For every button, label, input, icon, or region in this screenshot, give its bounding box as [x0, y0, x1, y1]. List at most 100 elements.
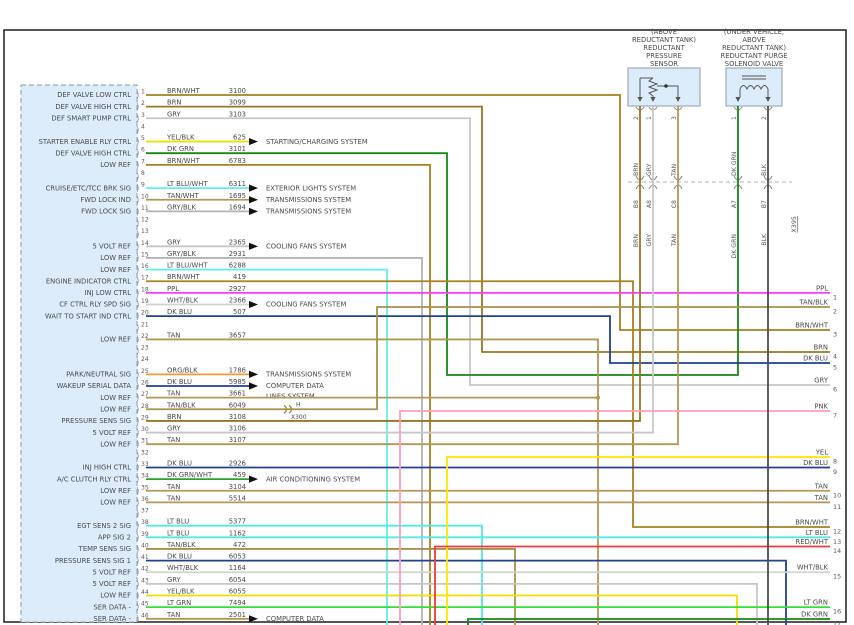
pin-number: 38 [141, 519, 149, 526]
reductant-purge-solenoid-valve-terminal-number: 2 [761, 116, 768, 120]
wire-color-label: PPL [167, 285, 179, 293]
edge-wire-color-label: GRY [814, 377, 829, 385]
circuit-number: 6053 [229, 553, 246, 561]
edge-exit-number: 3 [833, 331, 837, 339]
flow-arrow-icon [249, 382, 258, 390]
edge-wire-color-label: TAN [814, 482, 828, 490]
pin-number: 46 [141, 612, 149, 619]
circuit-number: 6049 [229, 401, 246, 409]
pin-terminal-bracket-icon: ) [136, 254, 139, 264]
pin-function-label: LOW REF [100, 336, 131, 344]
pin-terminal-bracket-icon: ) [136, 370, 139, 380]
pin-function-label: LOW REF [100, 592, 131, 600]
x395-cavity-label: B8 [633, 200, 640, 208]
pin-function-label: LOW REF [100, 487, 131, 495]
wire [146, 338, 599, 625]
system-destination-label: COMPUTER DATA [266, 382, 324, 390]
pin-terminal-bracket-icon: ) [136, 114, 139, 124]
reductant-pressure-sensor-title: PRESSURE [646, 52, 682, 60]
circuit-number: 1694 [229, 203, 246, 211]
pin-function-label: INJ LOW CTRL [85, 289, 132, 297]
pin-terminal-bracket-icon: ) [136, 289, 139, 299]
system-destination-label: COMPUTER DATA [266, 615, 324, 623]
pin-terminal-bracket-icon: ) [136, 184, 139, 194]
circuit-number: 5985 [229, 378, 246, 386]
pin-number: 2 [141, 100, 145, 107]
edge-wire-color-label: LT GRN [804, 599, 828, 607]
wire-color-label: BRN/WHT [167, 87, 201, 95]
down-arrow-icon [675, 97, 681, 102]
pin-function-label: 5 VOLT REF [93, 568, 132, 576]
wire-color-label: GRY/BLK [167, 250, 196, 258]
pin-number: 12 [141, 217, 149, 224]
pin-number: 13 [141, 228, 149, 235]
pin-function-label: WAIT TO START IND CTRL [45, 312, 131, 320]
pin-number: 20 [141, 310, 149, 317]
splice-cavity-label: H [296, 401, 301, 408]
red-wht-feeder [434, 545, 830, 625]
pin-number: 43 [141, 577, 149, 584]
edge-exit-number: 2 [833, 308, 837, 316]
wire [146, 163, 431, 625]
system-destination-label: TRANSMISSIONS SYSTEM [265, 196, 351, 204]
pin-terminal-bracket-icon: ) [136, 301, 139, 311]
pin-function-label: TEMP SENS SIG [78, 545, 131, 553]
pin-terminal-bracket-icon: ) [136, 207, 139, 217]
down-arrow-icon [735, 97, 741, 102]
edge-wire-color-label: RED/WHT [795, 538, 828, 546]
pin-number: 35 [141, 484, 149, 491]
wire [146, 315, 830, 364]
wire-color-label: BLK [761, 233, 768, 246]
circuit-number: 2366 [229, 297, 246, 305]
pin-number: 30 [141, 426, 149, 433]
wire [146, 548, 516, 625]
wire-color-label: DK GRN [167, 145, 194, 153]
reductant-pressure-sensor-title: REDUCTANT [643, 44, 685, 52]
pin-number: 6 [141, 147, 145, 154]
reductant-pressure-sensor-title: (ABOVE [651, 28, 677, 36]
pin-terminal-bracket-icon: ) [136, 172, 139, 182]
wire-color-label: GRY [646, 234, 653, 247]
pin-terminal-bracket-icon: ) [136, 242, 139, 252]
pin-number: 11 [141, 205, 149, 212]
pin-function-label: DEF VALVE HIGH CTRL [55, 149, 131, 157]
wire [146, 106, 641, 422]
pin-function-label: PRESSURE SENS SIG 1 [55, 557, 131, 565]
flow-arrow-icon [249, 242, 258, 250]
wire-color-label: LT BLU [167, 529, 189, 537]
wire-color-label: TAN/BLK [166, 401, 196, 409]
pin-number: 25 [141, 368, 149, 375]
pin-function-label: SER DATA - [93, 615, 131, 623]
pin-terminal-bracket-icon: ) [136, 475, 139, 485]
pin-function-label: LOW REF [100, 405, 131, 413]
wire-color-label: GRY [646, 163, 653, 176]
circuit-number: 1786 [229, 366, 246, 374]
wire-color-label: GRY [167, 425, 182, 433]
wire-color-label: LT BLU/WHT [167, 262, 208, 270]
pin-terminal-bracket-icon: ) [136, 161, 139, 171]
pin-terminal-bracket-icon: ) [136, 545, 139, 555]
pin-number: 1 [141, 89, 145, 96]
pin-terminal-bracket-icon: ) [136, 557, 139, 567]
pin-function-label: DEF SMART PUMP CTRL [51, 114, 131, 122]
pin-number: 33 [141, 461, 149, 468]
pin-number: 7 [141, 158, 145, 165]
wire-color-label: BLK [761, 163, 768, 176]
pin-function-label: DEF VALVE LOW CTRL [57, 91, 131, 99]
wire-color-label: TAN [671, 234, 678, 248]
edge-wire-color-label: DK BLU [803, 459, 828, 467]
pin-terminal-bracket-icon: ) [136, 347, 139, 357]
wire-color-label: DK GRN/WHT [167, 471, 213, 479]
pin-terminal-bracket-icon: ) [136, 324, 139, 334]
pin-terminal-bracket-icon: ) [136, 91, 139, 101]
pin-terminal-bracket-icon: ) [136, 592, 139, 602]
system-destination-label: AIR CONDITIONING SYSTEM [266, 475, 360, 483]
reductant-pressure-sensor-terminal-number: 2 [633, 116, 640, 120]
edge-exit-number: 10 [833, 491, 841, 499]
pin-terminal-bracket-icon: ) [136, 568, 139, 578]
edge-wire-color-label: PPL [816, 284, 828, 292]
circuit-number: 459 [233, 471, 246, 479]
pin-number: 5 [141, 135, 145, 142]
pin-function-label: CF CTRL RLY SPD SIG [59, 301, 131, 309]
